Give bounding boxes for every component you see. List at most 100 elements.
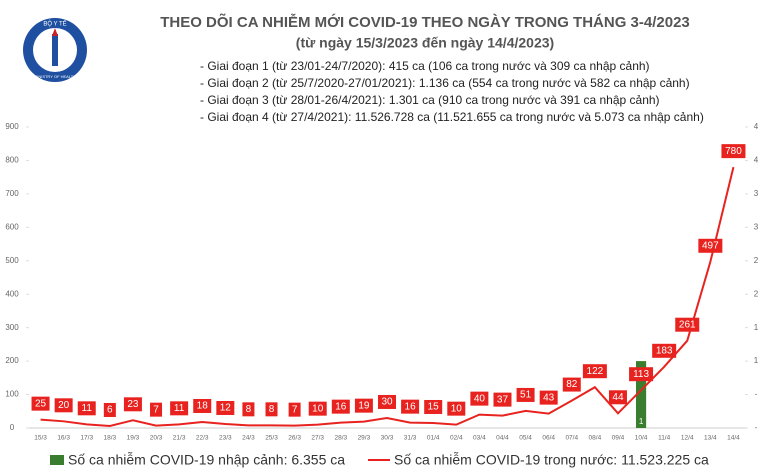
x-tick-label: 17/3 xyxy=(80,435,93,442)
bar xyxy=(635,361,647,428)
y2-tick-label: 1 xyxy=(754,323,759,332)
x-tick-label: 15/3 xyxy=(34,435,47,442)
data-label: 122 xyxy=(587,366,604,377)
data-label: 23 xyxy=(127,399,139,410)
label-box xyxy=(308,401,327,416)
bar-label: - xyxy=(155,417,158,426)
logo-staff xyxy=(52,34,58,66)
x-tick-label: 26/3 xyxy=(288,435,301,442)
label-box xyxy=(150,402,163,417)
data-label: 183 xyxy=(656,345,673,356)
y-tick-label: 100 xyxy=(5,390,19,399)
bar-label: - xyxy=(270,417,273,426)
label-box xyxy=(675,317,700,332)
y2-tick-label: 3 xyxy=(754,222,759,231)
bar-label: - xyxy=(432,417,435,426)
x-tick-label: 12/4 xyxy=(681,435,694,442)
y-tick-label: 300 xyxy=(5,323,19,332)
x-tick-label: 11/4 xyxy=(658,435,671,442)
chart-subtitle: (từ ngày 15/3/2023 đến ngày 14/4/2023) xyxy=(296,35,554,51)
label-box xyxy=(582,364,607,379)
label-box xyxy=(331,399,350,414)
bar-label: - xyxy=(594,417,597,426)
data-label: 497 xyxy=(702,240,719,251)
bar-label: - xyxy=(293,417,296,426)
bar-label: - xyxy=(478,417,481,426)
label-box xyxy=(54,398,73,413)
legend-label: Số ca nhiễm COVID-19 nhập cảnh: 6.355 ca xyxy=(68,452,345,468)
data-label: 51 xyxy=(520,390,532,401)
label-box xyxy=(123,397,142,412)
label-box xyxy=(539,390,558,405)
x-tick-label: 07/4 xyxy=(565,435,578,442)
y2-tick-label: 1 xyxy=(754,356,759,365)
bar-label: - xyxy=(178,417,181,426)
data-label: 6 xyxy=(107,405,113,416)
data-label: 20 xyxy=(58,400,70,411)
label-box xyxy=(193,398,212,413)
y2-tick-label: - xyxy=(755,390,758,399)
bar-label: - xyxy=(501,417,504,426)
bar-label: - xyxy=(686,417,689,426)
bar-label: - xyxy=(570,417,573,426)
label-box xyxy=(242,402,255,417)
line xyxy=(40,166,735,428)
label-box xyxy=(31,396,50,411)
x-tick-label: 10/4 xyxy=(635,435,648,442)
bar-label: - xyxy=(455,417,458,426)
bar-label: - xyxy=(732,417,735,426)
y-tick-label: 400 xyxy=(5,289,19,298)
note: - Giai đoạn 1 (từ 23/01-24/7/2020): 415 … xyxy=(200,59,650,73)
logo-text: BỘ Y TẾ xyxy=(43,21,66,28)
bar-label: - xyxy=(524,417,527,426)
data-label: 8 xyxy=(246,404,252,415)
data-label: 30 xyxy=(381,397,393,408)
logo-star xyxy=(52,28,58,36)
label-box xyxy=(721,144,746,159)
x-tick-label: 16/3 xyxy=(57,435,70,442)
legend-swatch xyxy=(50,455,64,465)
y2-tick-label: 3 xyxy=(754,189,759,198)
x-tick-label: 25/3 xyxy=(265,435,278,442)
y-tick-label: 800 xyxy=(5,156,19,165)
data-label: 19 xyxy=(358,400,370,411)
label-box xyxy=(288,402,301,417)
bar-label: 1 xyxy=(639,417,644,426)
y2-tick-label: 4 xyxy=(754,156,759,165)
data-label: 40 xyxy=(474,393,486,404)
label-box xyxy=(516,387,535,402)
label-box xyxy=(424,399,443,414)
label-box xyxy=(77,401,96,416)
label-box xyxy=(354,398,373,413)
x-tick-label: 06/4 xyxy=(542,435,555,442)
y2-tick-label: 4 xyxy=(754,122,759,131)
y2-tick-label: 2 xyxy=(754,256,759,265)
x-tick-label: 22/3 xyxy=(196,435,209,442)
bar-label: - xyxy=(709,417,712,426)
label-box xyxy=(493,392,512,407)
data-label: 43 xyxy=(543,392,555,403)
note: - Giai đoạn 2 (từ 25/7/2020-27/01/2021):… xyxy=(200,76,690,90)
bar-label: - xyxy=(339,417,342,426)
x-tick-label: 21/3 xyxy=(173,435,186,442)
y-tick-label: 0 xyxy=(10,423,15,432)
label-box xyxy=(170,401,189,416)
data-label: 25 xyxy=(35,398,47,409)
x-tick-label: 19/3 xyxy=(127,435,140,442)
data-label: 37 xyxy=(497,394,509,405)
x-tick-label: 31/3 xyxy=(404,435,417,442)
x-tick-label: 09/4 xyxy=(612,435,625,442)
label-box xyxy=(470,391,489,406)
data-label: 10 xyxy=(312,403,324,414)
x-tick-label: 27/3 xyxy=(311,435,324,442)
data-label: 7 xyxy=(292,404,298,415)
label-box xyxy=(265,402,278,417)
bar-label: - xyxy=(224,417,227,426)
y-tick-label: 200 xyxy=(5,356,19,365)
logo-text: MINISTRY OF HEALTH xyxy=(34,74,76,79)
label-box xyxy=(698,238,723,253)
bar-label: - xyxy=(85,417,88,426)
x-tick-label: 03/4 xyxy=(473,435,486,442)
data-label: 11 xyxy=(174,403,185,414)
note: - Giai đoạn 3 (từ 28/01-26/4/2021): 1.30… xyxy=(200,93,660,107)
